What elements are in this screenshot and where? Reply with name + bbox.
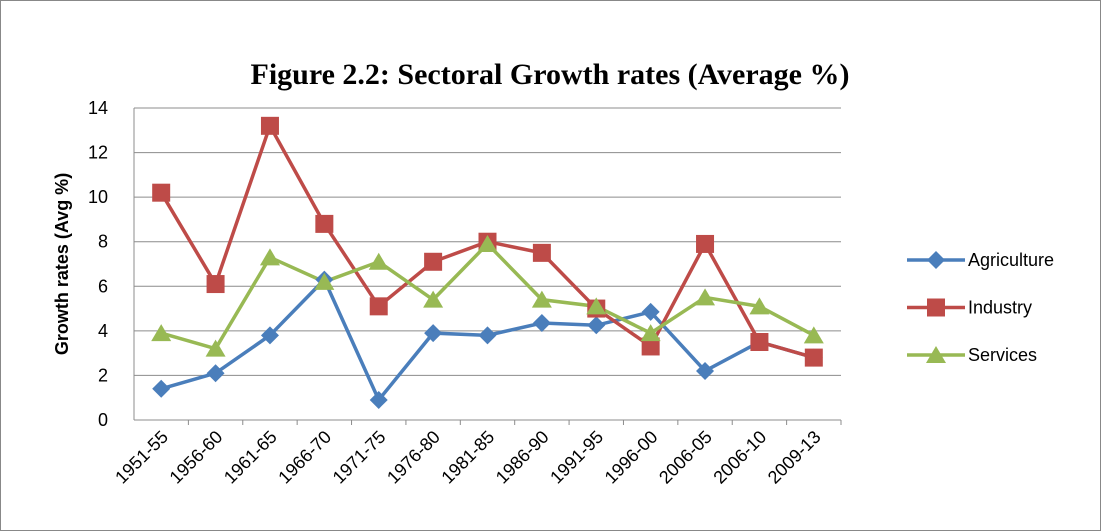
data-point — [803, 326, 824, 344]
data-point — [206, 364, 225, 383]
y-tick-label: 2 — [98, 365, 108, 385]
data-point — [750, 333, 769, 351]
y-tick-label: 14 — [88, 98, 108, 118]
data-point — [259, 248, 280, 266]
data-point — [424, 324, 443, 343]
data-point — [152, 183, 171, 202]
data-point — [152, 379, 171, 398]
data-point — [368, 252, 389, 270]
y-tick-label: 10 — [88, 187, 108, 207]
data-point — [695, 288, 716, 306]
data-point — [641, 337, 660, 356]
data-point — [423, 290, 444, 308]
y-axis-label: Growth rates (Avg %) — [52, 173, 72, 355]
data-point — [532, 243, 551, 262]
y-tick-label: 4 — [98, 321, 108, 341]
data-point — [260, 116, 279, 135]
data-point — [205, 339, 226, 357]
y-tick-label: 8 — [98, 232, 108, 252]
data-point — [587, 316, 606, 335]
data-point — [424, 252, 443, 271]
y-tick-label: 6 — [98, 276, 108, 296]
y-tick-label: 12 — [88, 143, 108, 163]
legend-marker — [927, 298, 945, 317]
legend-label: Industry — [968, 298, 1032, 318]
chart-title: Figure 2.2: Sectoral Growth rates (Avera… — [251, 58, 850, 91]
legend-marker — [926, 346, 946, 363]
y-tick-label: 0 — [98, 410, 108, 430]
data-point — [478, 326, 497, 345]
data-point — [315, 214, 334, 233]
data-point — [641, 302, 660, 321]
data-point — [314, 272, 335, 290]
data-point — [586, 297, 607, 315]
data-point — [369, 297, 388, 316]
data-point — [640, 324, 661, 342]
data-point — [477, 234, 498, 252]
data-point — [749, 297, 770, 315]
data-point — [696, 361, 715, 380]
data-point — [369, 390, 388, 409]
legend-label: Services — [968, 345, 1037, 365]
data-point — [206, 275, 225, 294]
data-point — [531, 290, 552, 308]
legend-label: Agriculture — [968, 250, 1054, 270]
legend-marker — [927, 251, 945, 269]
data-point — [151, 324, 172, 342]
data-point — [532, 314, 551, 333]
data-point — [804, 348, 823, 367]
data-point — [260, 326, 279, 345]
data-point — [696, 234, 715, 253]
